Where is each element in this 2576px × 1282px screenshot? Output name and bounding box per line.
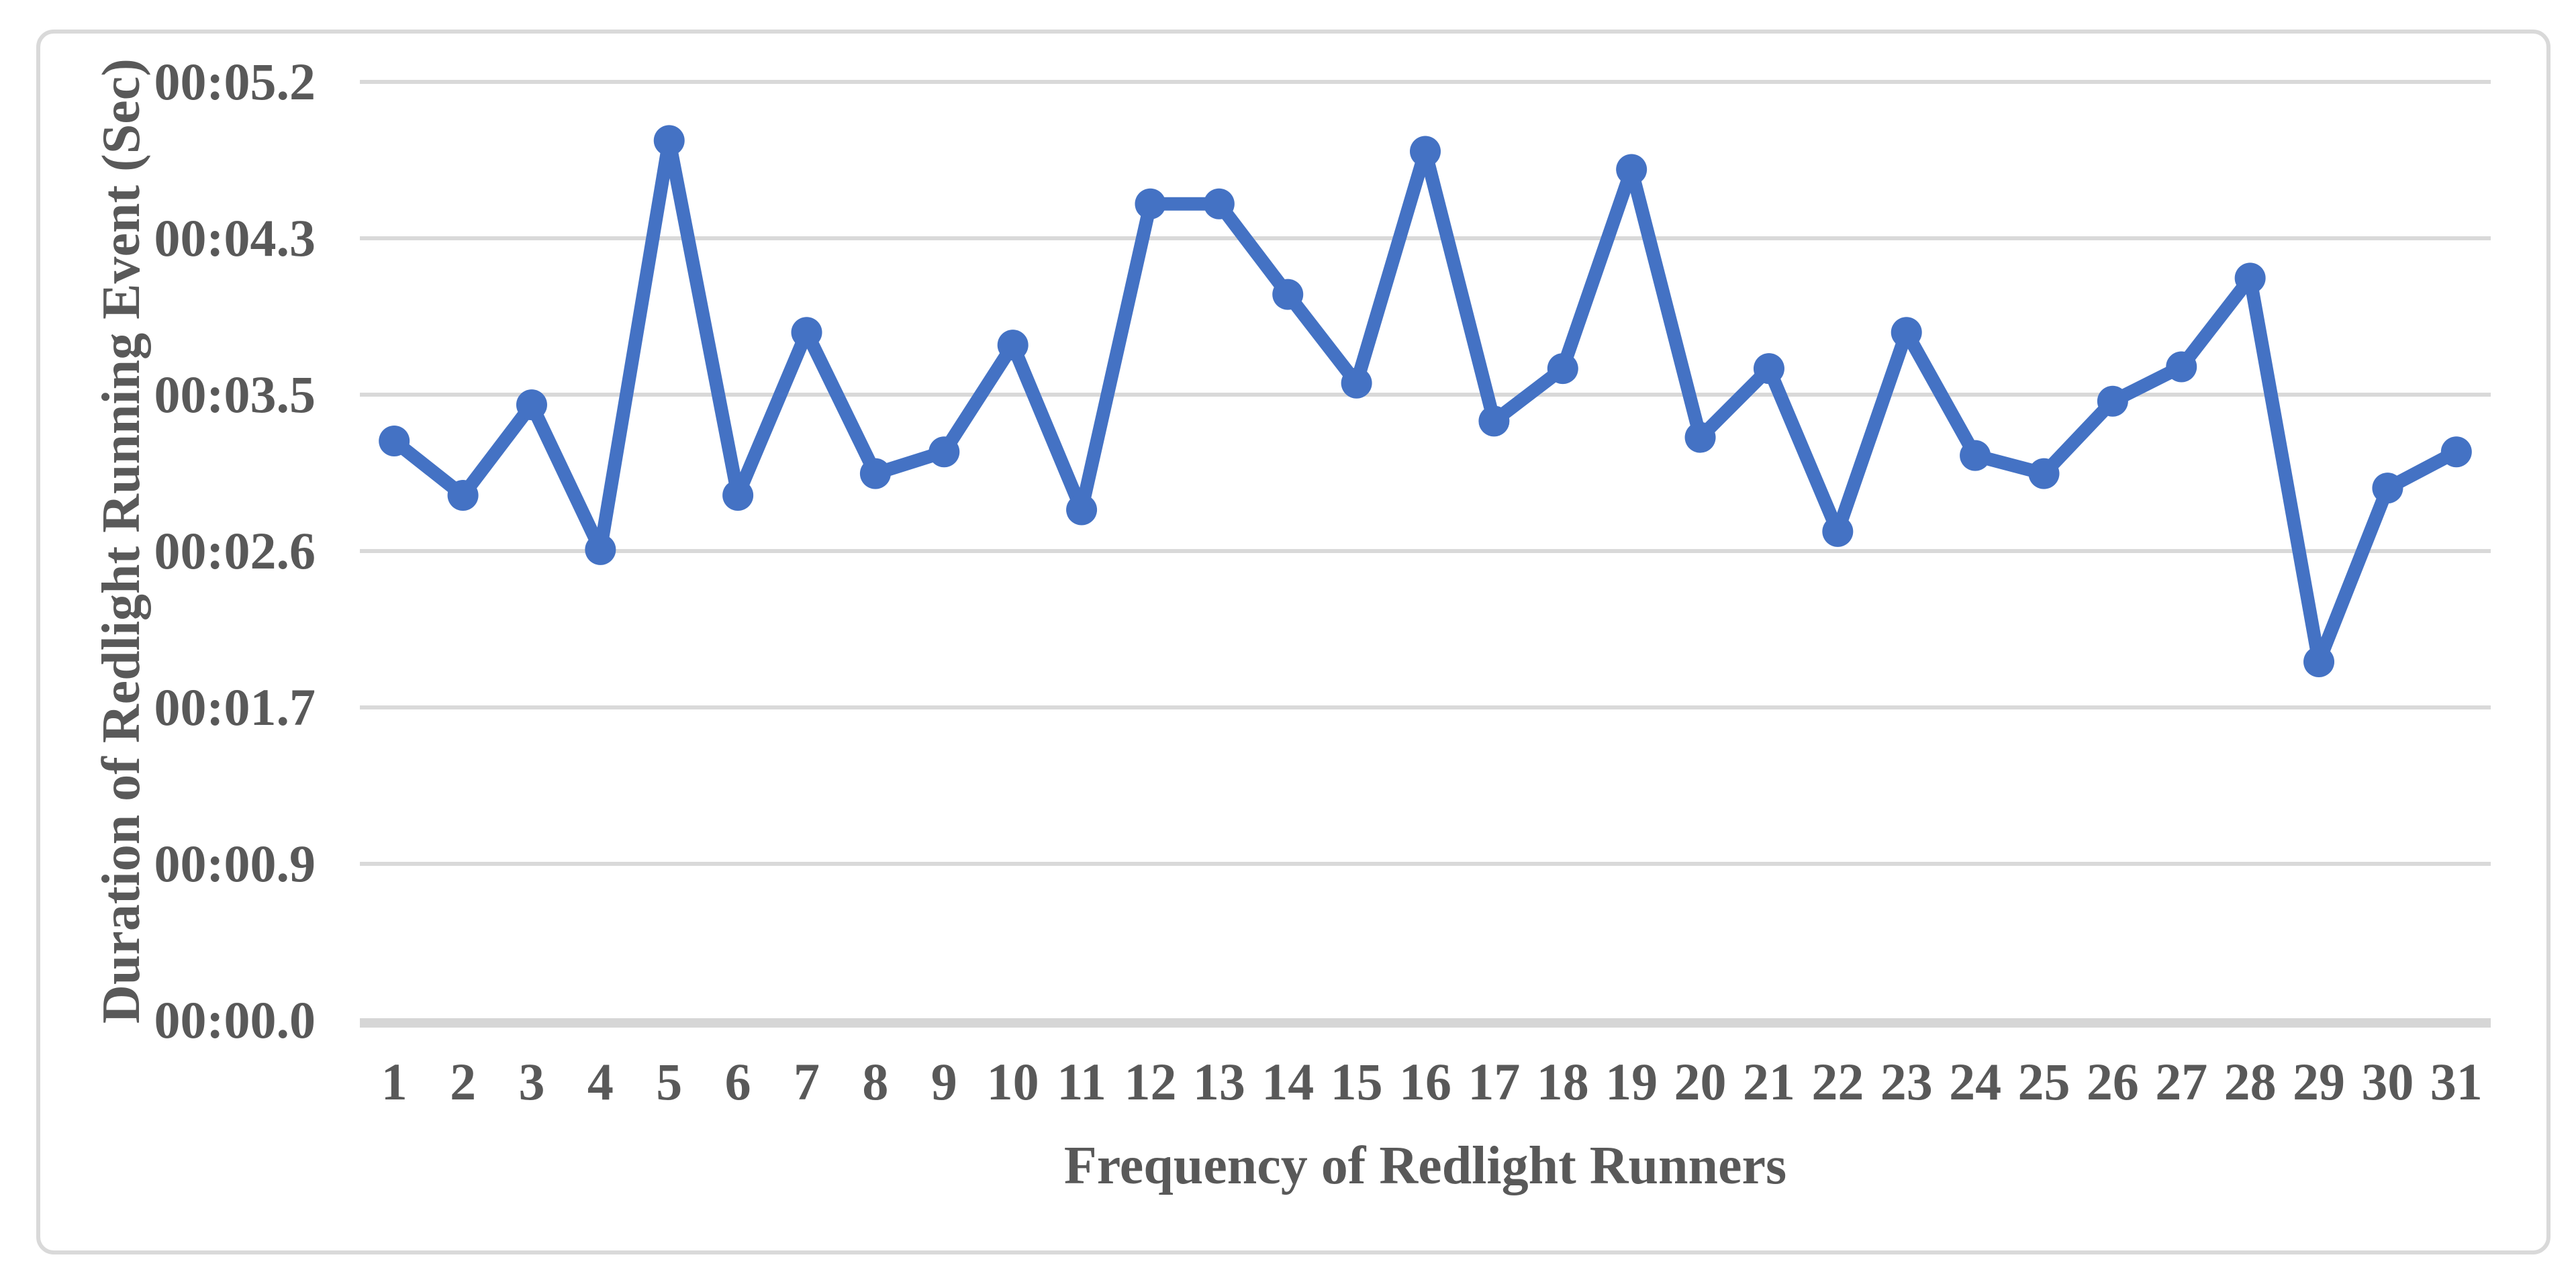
- data-series-line: [387, 134, 2463, 669]
- data-point-marker: [2303, 646, 2335, 678]
- data-point-marker: [791, 317, 822, 348]
- data-point-marker: [1066, 494, 1098, 526]
- data-point-marker: [1616, 154, 1648, 185]
- chart-frame: [36, 30, 2550, 1254]
- data-point-marker: [2028, 458, 2060, 489]
- data-point-marker: [722, 479, 754, 511]
- data-point-marker: [2372, 473, 2403, 504]
- data-point-marker: [997, 330, 1029, 361]
- data-point-marker: [1753, 353, 1784, 385]
- data-point-marker: [653, 125, 685, 156]
- data-point-marker: [1341, 367, 1372, 399]
- data-point-marker: [585, 534, 616, 565]
- data-point-marker: [447, 479, 479, 511]
- data-point-marker: [1547, 353, 1578, 385]
- data-point-marker: [1822, 515, 1854, 547]
- data-point-marker: [1891, 317, 1922, 348]
- data-point-marker: [1684, 422, 1716, 453]
- data-point-marker: [1478, 405, 1510, 437]
- data-point-marker: [1203, 188, 1235, 219]
- data-point-marker: [2440, 436, 2472, 468]
- data-point-marker: [928, 436, 960, 468]
- data-point-marker: [859, 458, 891, 489]
- data-point-marker: [379, 426, 410, 457]
- data-point-marker: [1135, 188, 1166, 219]
- data-point-marker: [516, 389, 547, 421]
- data-point-marker: [2166, 351, 2197, 383]
- data-point-marker: [2097, 385, 2128, 417]
- data-point-marker: [1272, 279, 1304, 310]
- data-point-marker: [1410, 136, 1441, 167]
- data-point-marker: [1960, 440, 1991, 471]
- data-point-marker: [2234, 262, 2266, 294]
